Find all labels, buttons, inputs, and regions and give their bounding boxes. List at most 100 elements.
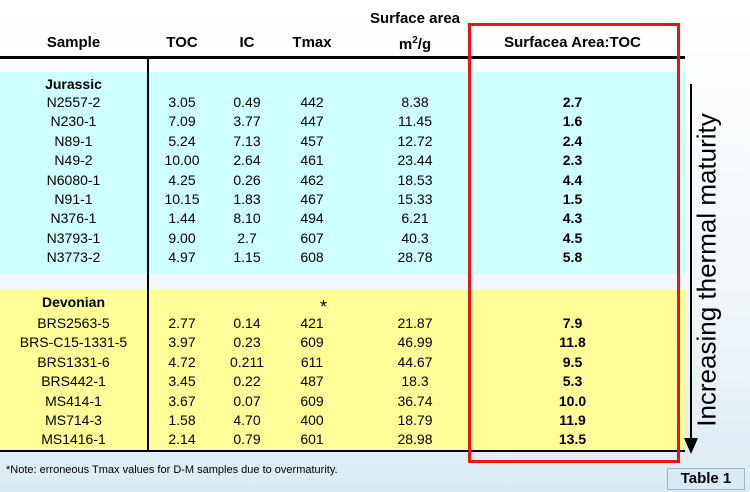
cell-ic: 0.14 [233,315,261,331]
side-label: Increasing thermal maturity [667,90,747,450]
ratio-highlight-box [468,23,680,463]
cell-toc: 10.15 [164,191,200,207]
cell-tmax: 467 [300,191,324,207]
cell-tmax: 442 [300,94,324,110]
cell-ic: 0.49 [233,94,261,110]
sample-column-divider [147,56,149,452]
cell-ic: 0.23 [233,334,261,351]
devonian-band [0,290,685,450]
table-row: BRS-C15-1331-5 3.97 0.23 609 46.99 11.8 [0,333,685,351]
cell-tmax: 447 [300,113,324,130]
cell-sample: N49-2 [54,152,93,169]
cell-ratio: 4.5 [562,229,583,246]
cell-ratio: 1.5 [562,191,583,207]
cell-ic: 2.7 [237,229,257,246]
cell-ic: 3.77 [233,113,261,130]
cell-tmax: 421 [300,315,324,331]
cell-surface-area: 40.3 [401,229,429,246]
cell-ratio: 1.6 [562,113,583,130]
cell-surface-area: 18.3 [401,373,429,390]
cell-surface-area: 12.72 [397,132,433,149]
cell-toc: 2.14 [168,431,196,448]
table-row: N230-1 7.09 3.77 447 11.45 1.6 [0,112,685,130]
cell-sample: N91-1 [54,191,93,207]
cell-tmax: 487 [300,373,324,390]
table-label: Table 1 [667,468,745,490]
cell-ic: 8.10 [233,210,261,227]
cell-sample: MS714-3 [45,412,102,428]
header-surface-area-unit: m2/g [398,35,432,53]
table-row: N3773-2 4.97 1.15 608 28.78 5.8 [0,248,685,266]
cell-toc: 3.97 [168,334,196,351]
cell-tmax: 608 [300,249,324,266]
cell-toc: 3.45 [168,373,196,390]
cell-ic: 0.22 [233,373,261,390]
cell-sample: BRS1331-6 [37,353,110,370]
cell-sample: N3773-2 [46,249,101,266]
header-toc: TOC [166,34,198,51]
cell-sample: BRS2563-5 [37,315,110,331]
header-ic: IC [239,34,255,51]
table-row: N49-2 10.00 2.64 461 23.44 2.3 [0,151,685,169]
cell-toc: 9.00 [168,229,196,246]
cell-toc: 2.77 [168,315,196,331]
group-label-jurassic: Jurassic [45,76,102,92]
cell-sample: MS1416-1 [41,431,106,448]
cell-surface-area: 28.78 [397,249,433,266]
cell-surface-area: 46.99 [397,334,433,351]
header-surface-area-line1: Surface area [369,10,461,27]
table-row: N376-1 1.44 8.10 494 6.21 4.3 [0,209,685,227]
cell-tmax: 609 [300,334,324,351]
side-label-text: Increasing thermal maturity [691,113,722,427]
tmax-asterisk: * [320,297,328,317]
cell-toc: 4.97 [168,249,196,266]
table-row: N91-1 10.15 1.83 467 15.33 1.5 [0,190,685,208]
table-bottom-rule [0,450,685,452]
cell-sample: N2557-2 [46,94,101,110]
table-top-rule [0,56,685,59]
cell-surface-area: 36.74 [397,392,433,409]
cell-surface-area: 11.45 [398,113,432,130]
cell-ic: 1.15 [233,249,261,266]
cell-toc: 1.44 [168,210,196,227]
table-row: BRS1331-6 4.72 0.211 611 44.67 9.5 [0,353,685,371]
table-row: N89-1 5.24 7.13 457 12.72 2.4 [0,132,685,150]
cell-sample: N230-1 [50,113,97,130]
cell-surface-area: 28.98 [397,431,433,448]
cell-surface-area: 18.79 [397,412,433,428]
table-row: N6080-1 4.25 0.26 462 18.53 4.4 [0,171,685,189]
cell-ratio: 5.3 [562,373,583,390]
cell-ic: 2.64 [233,152,261,169]
header-tmax: Tmax [292,34,332,51]
cell-toc: 1.58 [168,412,196,428]
cell-toc: 4.25 [168,171,196,188]
cell-sample: BRS442-1 [41,373,106,390]
cell-toc: 5.24 [168,132,196,149]
cell-tmax: 607 [300,229,324,246]
cell-sample: N3793-1 [46,229,101,246]
cell-ratio: 9.5 [562,353,583,370]
cell-surface-area: 15.33 [397,191,433,207]
cell-sample: N89-1 [54,132,93,149]
cell-ic: 0.211 [230,353,264,370]
down-arrow-icon [684,84,698,454]
cell-ic: 0.79 [233,431,261,448]
cell-toc: 7.09 [168,113,196,130]
table-row: BRS2563-5 2.77 0.14 421 21.87 7.9 [0,314,685,332]
cell-ic: 7.13 [233,132,261,149]
cell-toc: 3.05 [168,94,196,110]
cell-ic: 1.83 [233,191,261,207]
cell-surface-area: 18.53 [397,171,433,188]
cell-sample: N6080-1 [46,171,101,188]
cell-ic: 0.07 [233,392,261,409]
table-row: MS414-1 3.67 0.07 609 36.74 10.0 [0,392,685,410]
cell-ratio: 2.4 [562,132,583,149]
cell-surface-area: 6.21 [401,210,429,227]
jurassic-band [0,72,685,274]
cell-tmax: 462 [300,171,324,188]
cell-tmax: 400 [300,412,324,428]
cell-tmax: 609 [300,392,324,409]
cell-surface-area: 21.87 [397,315,433,331]
cell-surface-area: 8.38 [401,94,429,110]
cell-ratio: 5.8 [562,249,583,266]
